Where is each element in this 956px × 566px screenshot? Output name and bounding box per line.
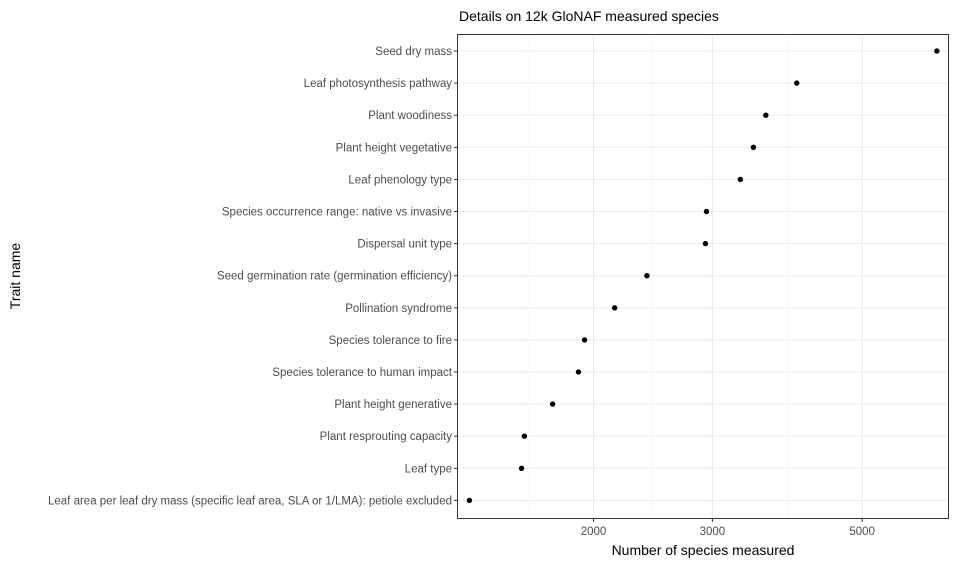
x-tick-label-1: 3000	[700, 526, 726, 538]
data-point-6	[702, 240, 709, 247]
y-category-label-2: Plant woodiness	[368, 110, 452, 122]
data-point-12	[521, 433, 528, 439]
data-point-1	[794, 80, 800, 86]
x-tick-label-2: 5000	[849, 526, 875, 538]
data-point-0	[934, 48, 940, 54]
x-axis-title: Number of species measured	[612, 542, 795, 558]
y-category-label-7: Seed germination rate (germination effic…	[217, 271, 452, 283]
chart-title: Details on 12k GloNAF measured species	[459, 8, 719, 24]
x-tick-label-0: 2000	[581, 526, 607, 538]
y-axis-category-labels: Seed dry mass Leaf photosynthesis pathway…	[48, 46, 458, 507]
data-point-3	[750, 144, 757, 150]
plot-panel-border	[457, 34, 949, 519]
data-point-4	[737, 176, 744, 183]
y-category-label-0: Seed dry mass	[375, 46, 452, 58]
data-point-5	[703, 208, 710, 215]
y-category-label-1: Leaf photosynthesis pathway	[304, 78, 453, 90]
x-axis-tick-labels: 2000 3000 5000	[581, 518, 875, 538]
y-category-label-11: Plant height generative	[334, 399, 452, 411]
data-point-9	[581, 337, 588, 343]
y-category-label-3: Plant height vegetative	[336, 142, 452, 154]
y-category-label-13: Leaf type	[405, 463, 452, 475]
data-point-11	[549, 401, 556, 407]
data-point-8	[611, 305, 618, 311]
y-category-label-12: Plant resprouting capacity	[320, 431, 453, 443]
data-point-2	[763, 112, 769, 118]
y-category-label-6: Dispersal unit type	[357, 239, 452, 251]
grid-lines	[458, 35, 948, 518]
y-category-label-10: Species tolerance to human impact	[272, 367, 452, 379]
data-point-10	[575, 369, 582, 375]
data-point-14	[466, 497, 473, 504]
data-point-13	[518, 465, 525, 471]
data-points	[466, 48, 940, 504]
y-category-label-8: Pollination syndrome	[345, 303, 452, 315]
y-category-label-5: Species occurrence range: native vs inva…	[222, 207, 452, 219]
y-axis-title: Trait name	[7, 243, 23, 310]
data-point-7	[644, 273, 650, 279]
y-category-label-14: Leaf area per leaf dry mass (specific le…	[48, 495, 452, 507]
y-category-label-9: Species tolerance to fire	[329, 335, 452, 347]
y-category-label-4: Leaf phenology type	[348, 174, 452, 186]
